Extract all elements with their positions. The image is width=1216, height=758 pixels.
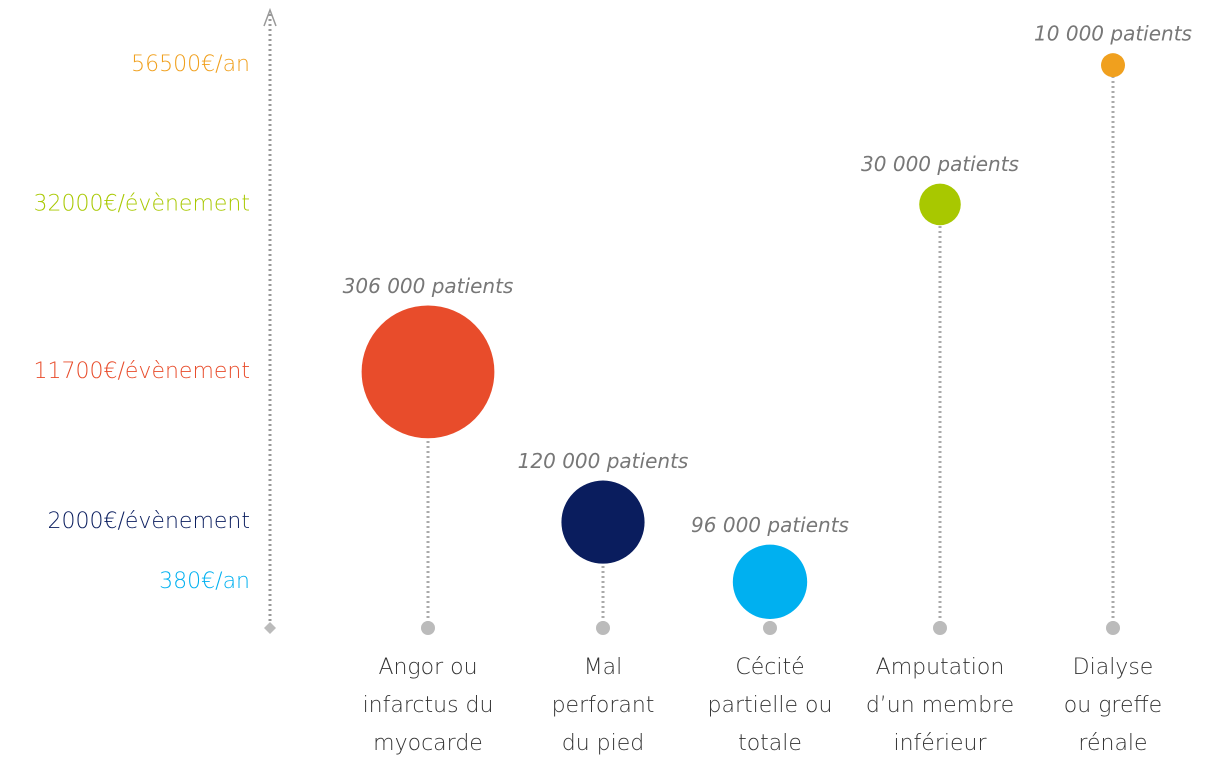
category-label: ou greffe: [1064, 693, 1162, 718]
category-label: Amputation: [876, 655, 1005, 680]
baseline-dot: [596, 621, 610, 635]
cost-label: 11700€/évènement: [34, 359, 251, 384]
cost-label: 32000€/évènement: [34, 191, 251, 216]
size-label: 120 000 patients: [518, 449, 689, 473]
category-label: Angor ou: [378, 655, 477, 680]
category-label: infarctus du: [363, 693, 494, 718]
bubble: [919, 183, 961, 226]
baseline-dot: [763, 621, 777, 635]
category-label: perforant: [552, 693, 655, 718]
category-label: myocarde: [373, 731, 483, 756]
size-label: 10 000 patients: [1034, 22, 1192, 46]
category-label: inférieur: [893, 731, 987, 756]
bubble: [561, 480, 645, 564]
cost-label: 2000€/évènement: [47, 509, 250, 534]
bubble: [361, 305, 495, 439]
size-label: 306 000 patients: [343, 274, 514, 298]
y-axis-arrow: [263, 7, 277, 27]
category-label: partielle ou: [708, 693, 833, 718]
baseline-dot: [421, 621, 435, 635]
size-label: 96 000 patients: [691, 513, 849, 537]
baseline-dot: [933, 621, 947, 635]
bubble: [1101, 53, 1125, 78]
bubble: [732, 544, 808, 620]
size-label: 30 000 patients: [861, 152, 1019, 176]
category-label: Dialyse: [1073, 655, 1154, 680]
cost-label: 380€/an: [159, 569, 250, 594]
category-label: Cécité: [735, 655, 804, 680]
baseline-dot: [1106, 621, 1120, 635]
cost-label: 56500€/an: [131, 52, 250, 77]
axis-origin: [264, 622, 276, 634]
category-label: Mal: [584, 655, 623, 680]
category-label: d’un membre: [866, 693, 1014, 718]
category-label: du pied: [562, 731, 644, 756]
category-label: rénale: [1078, 731, 1147, 756]
category-label: totale: [738, 731, 802, 756]
